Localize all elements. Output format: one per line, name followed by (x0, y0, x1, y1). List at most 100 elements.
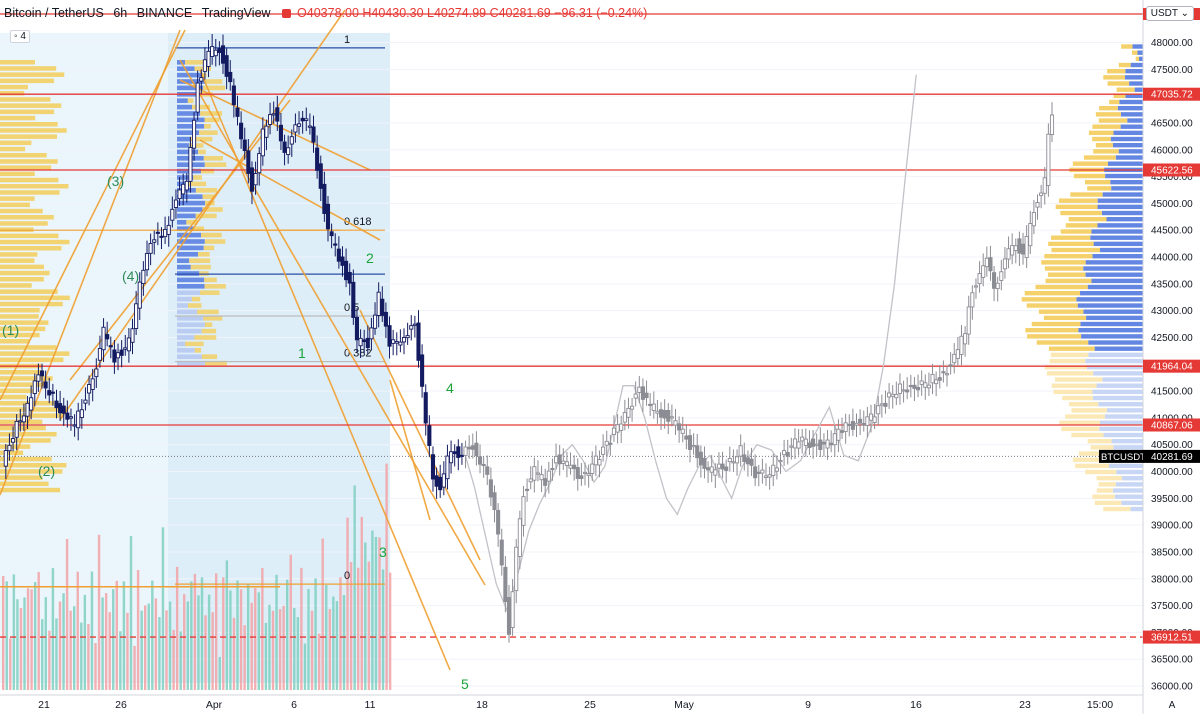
candle-body (615, 424, 620, 433)
volume-bar (225, 560, 229, 690)
candle-body (119, 349, 124, 356)
trend-line[interactable] (199, 139, 381, 241)
candle-body (680, 428, 685, 434)
vp-bar (1121, 500, 1143, 506)
vp-bar (0, 332, 40, 338)
volume-bar (51, 568, 55, 690)
candle-body (908, 384, 913, 388)
vp-bar (1026, 303, 1078, 308)
vp-bar (0, 171, 35, 177)
vp-bar (1103, 75, 1126, 80)
vp-bar (201, 232, 222, 238)
candle-body (286, 147, 291, 156)
candle-body (329, 231, 334, 237)
price-tick-label: 36500.00 (1151, 655, 1193, 666)
trend-line[interactable] (179, 59, 486, 586)
vp-bar (1108, 463, 1143, 469)
vp-bar (177, 341, 186, 347)
candle-body (843, 422, 848, 432)
volume-bar (129, 536, 133, 690)
candle-body (640, 386, 645, 400)
trend-line[interactable] (359, 309, 481, 561)
candle-body (173, 199, 179, 208)
trend-line[interactable] (0, 29, 186, 401)
vp-bar (1031, 321, 1081, 327)
vp-bar (0, 72, 65, 77)
volume-bar (158, 617, 161, 690)
candle-body (796, 441, 801, 449)
candle-body (72, 424, 77, 427)
candle-body (948, 364, 953, 367)
price-tick-label: 42500.00 (1151, 333, 1193, 344)
volume-bar (16, 599, 19, 690)
currency-button[interactable]: USDT ⌄ (1145, 6, 1194, 21)
candle-body (191, 119, 197, 149)
candle-body (365, 337, 370, 349)
wave-label: 4 (446, 380, 454, 396)
vp-bar (0, 456, 52, 462)
wave-label: 3 (379, 544, 387, 560)
vp-bar (1132, 44, 1143, 49)
price-axis[interactable]: 48000.0047500.0047000.0046500.0046000.00… (1099, 0, 1200, 714)
trend-line[interactable] (59, 9, 346, 421)
vp-bar (0, 394, 27, 400)
candle-body (858, 418, 863, 424)
trend-line[interactable] (389, 379, 431, 521)
vp-bar (0, 487, 61, 493)
time-axis[interactable]: 21 26 Apr 6 11 18 25 May 9 16 23 15:00 A (0, 694, 1176, 711)
candle-body (235, 107, 240, 117)
vp-bar (1087, 439, 1112, 444)
candle-body (992, 272, 997, 289)
vp-bar (204, 360, 227, 366)
vp-bar (0, 103, 62, 108)
candle-body (735, 456, 740, 464)
candle-body (278, 124, 283, 142)
time-tick-label: 23 (1019, 699, 1031, 711)
candle-body (358, 337, 363, 347)
candle-body (123, 347, 128, 350)
candle-body (405, 335, 410, 339)
volume-bar (190, 581, 193, 690)
vp-bar (1115, 482, 1143, 487)
volume-bar (154, 598, 158, 690)
interval-label[interactable]: 6h (113, 6, 128, 20)
layers-badge[interactable]: ◦ 4 (10, 30, 30, 43)
candle-body (488, 479, 493, 498)
candle-body (854, 422, 859, 426)
candle-body (83, 399, 88, 404)
candle-body (586, 473, 591, 476)
vp-bar (186, 181, 207, 187)
vp-bar (1098, 118, 1128, 123)
flag-icon[interactable] (282, 9, 292, 19)
vp-bar (1090, 235, 1143, 240)
vp-bar (0, 140, 32, 146)
vp-bar (0, 165, 52, 170)
vp-bar (0, 128, 67, 133)
candle-body (550, 468, 555, 471)
candle-body (445, 455, 450, 480)
volume-bar (5, 581, 8, 690)
candle-body (517, 518, 522, 557)
vp-bar (1085, 260, 1143, 265)
candle-body (336, 248, 341, 262)
vp-bar (177, 258, 190, 263)
volume-bar (30, 589, 33, 690)
trend-line[interactable] (69, 99, 291, 381)
volume-bar (33, 582, 37, 690)
trend-line[interactable] (179, 79, 371, 171)
vp-bar (177, 252, 199, 257)
level-price-tag (1143, 418, 1200, 432)
volume-bar (364, 542, 367, 690)
vp-bar (177, 316, 204, 321)
trend-line[interactable] (0, 29, 181, 496)
symbol-title[interactable]: Bitcoin / TetherUS (4, 6, 104, 20)
candle-body (597, 459, 602, 466)
candle-body (369, 327, 374, 340)
candle-body (800, 436, 805, 442)
candle-body (307, 125, 312, 128)
vp-bar (1049, 358, 1086, 364)
candle-body (792, 438, 798, 449)
vp-bar (1107, 81, 1130, 86)
price-tick-label: 48000.00 (1151, 38, 1193, 49)
